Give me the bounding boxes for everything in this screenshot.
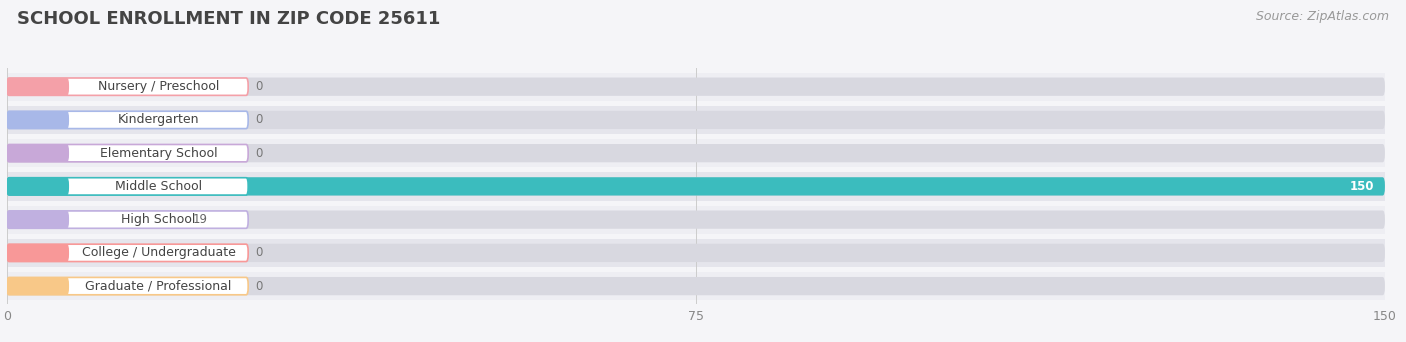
FancyBboxPatch shape xyxy=(7,144,249,162)
Text: 0: 0 xyxy=(254,246,263,259)
FancyBboxPatch shape xyxy=(7,178,69,195)
Text: 19: 19 xyxy=(193,213,208,226)
FancyBboxPatch shape xyxy=(7,244,1385,262)
FancyBboxPatch shape xyxy=(7,277,1385,295)
Text: 0: 0 xyxy=(254,80,263,93)
Text: College / Undergraduate: College / Undergraduate xyxy=(82,246,236,259)
Text: Middle School: Middle School xyxy=(115,180,202,193)
FancyBboxPatch shape xyxy=(7,78,249,95)
FancyBboxPatch shape xyxy=(7,244,249,262)
FancyBboxPatch shape xyxy=(7,177,1385,196)
FancyBboxPatch shape xyxy=(7,78,69,95)
FancyBboxPatch shape xyxy=(7,244,69,262)
Text: High School: High School xyxy=(121,213,195,226)
Bar xyxy=(7,139,1385,167)
Bar xyxy=(7,272,1385,300)
Text: Elementary School: Elementary School xyxy=(100,147,218,160)
Text: Source: ZipAtlas.com: Source: ZipAtlas.com xyxy=(1256,10,1389,23)
FancyBboxPatch shape xyxy=(7,78,1385,96)
FancyBboxPatch shape xyxy=(7,144,69,162)
Text: 0: 0 xyxy=(254,280,263,293)
FancyBboxPatch shape xyxy=(7,178,249,195)
Bar xyxy=(7,206,1385,234)
Text: 150: 150 xyxy=(1350,180,1374,193)
Text: Graduate / Professional: Graduate / Professional xyxy=(86,280,232,293)
Bar xyxy=(7,106,1385,134)
Bar xyxy=(7,73,1385,101)
FancyBboxPatch shape xyxy=(7,210,181,229)
FancyBboxPatch shape xyxy=(7,111,69,129)
FancyBboxPatch shape xyxy=(7,177,1385,196)
FancyBboxPatch shape xyxy=(7,211,249,228)
Text: Kindergarten: Kindergarten xyxy=(118,114,200,127)
FancyBboxPatch shape xyxy=(7,277,249,295)
FancyBboxPatch shape xyxy=(7,111,1385,129)
Text: Nursery / Preschool: Nursery / Preschool xyxy=(98,80,219,93)
FancyBboxPatch shape xyxy=(7,277,69,295)
FancyBboxPatch shape xyxy=(7,144,1385,162)
FancyBboxPatch shape xyxy=(7,111,249,129)
Text: SCHOOL ENROLLMENT IN ZIP CODE 25611: SCHOOL ENROLLMENT IN ZIP CODE 25611 xyxy=(17,10,440,28)
Text: 0: 0 xyxy=(254,114,263,127)
Bar xyxy=(7,172,1385,200)
Text: 0: 0 xyxy=(254,147,263,160)
FancyBboxPatch shape xyxy=(7,210,1385,229)
FancyBboxPatch shape xyxy=(7,211,69,228)
Bar xyxy=(7,239,1385,267)
